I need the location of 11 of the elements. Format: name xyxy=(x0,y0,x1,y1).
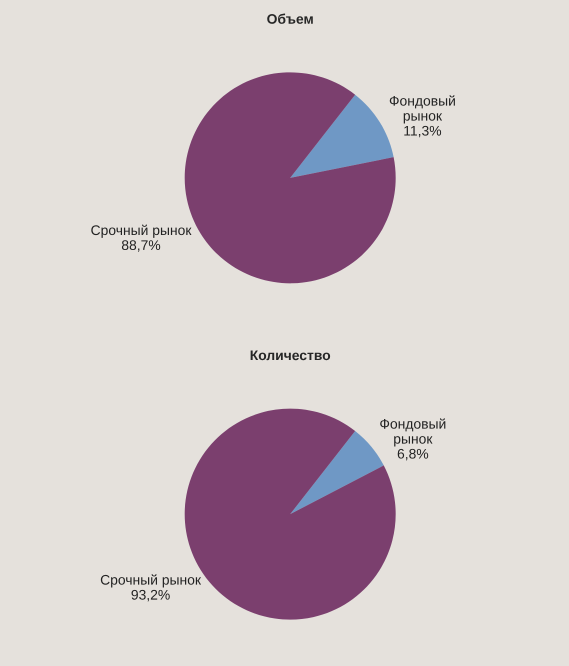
data-label: 6,8% xyxy=(398,448,428,460)
slice-label: Фондовый рынок xyxy=(380,418,446,446)
slice-label: Фондовый рынок xyxy=(390,95,455,124)
data-label: 93,2% xyxy=(132,590,170,602)
slice-label: Срочный рынок xyxy=(91,224,192,238)
pie-slice xyxy=(290,431,384,514)
chart-title: Количество xyxy=(250,350,330,360)
data-label: 88,7% xyxy=(122,240,160,252)
slice-label: Срочный рынок xyxy=(100,574,202,588)
chart-title: Объем xyxy=(267,14,313,24)
data-label: 11,3% xyxy=(404,126,442,138)
